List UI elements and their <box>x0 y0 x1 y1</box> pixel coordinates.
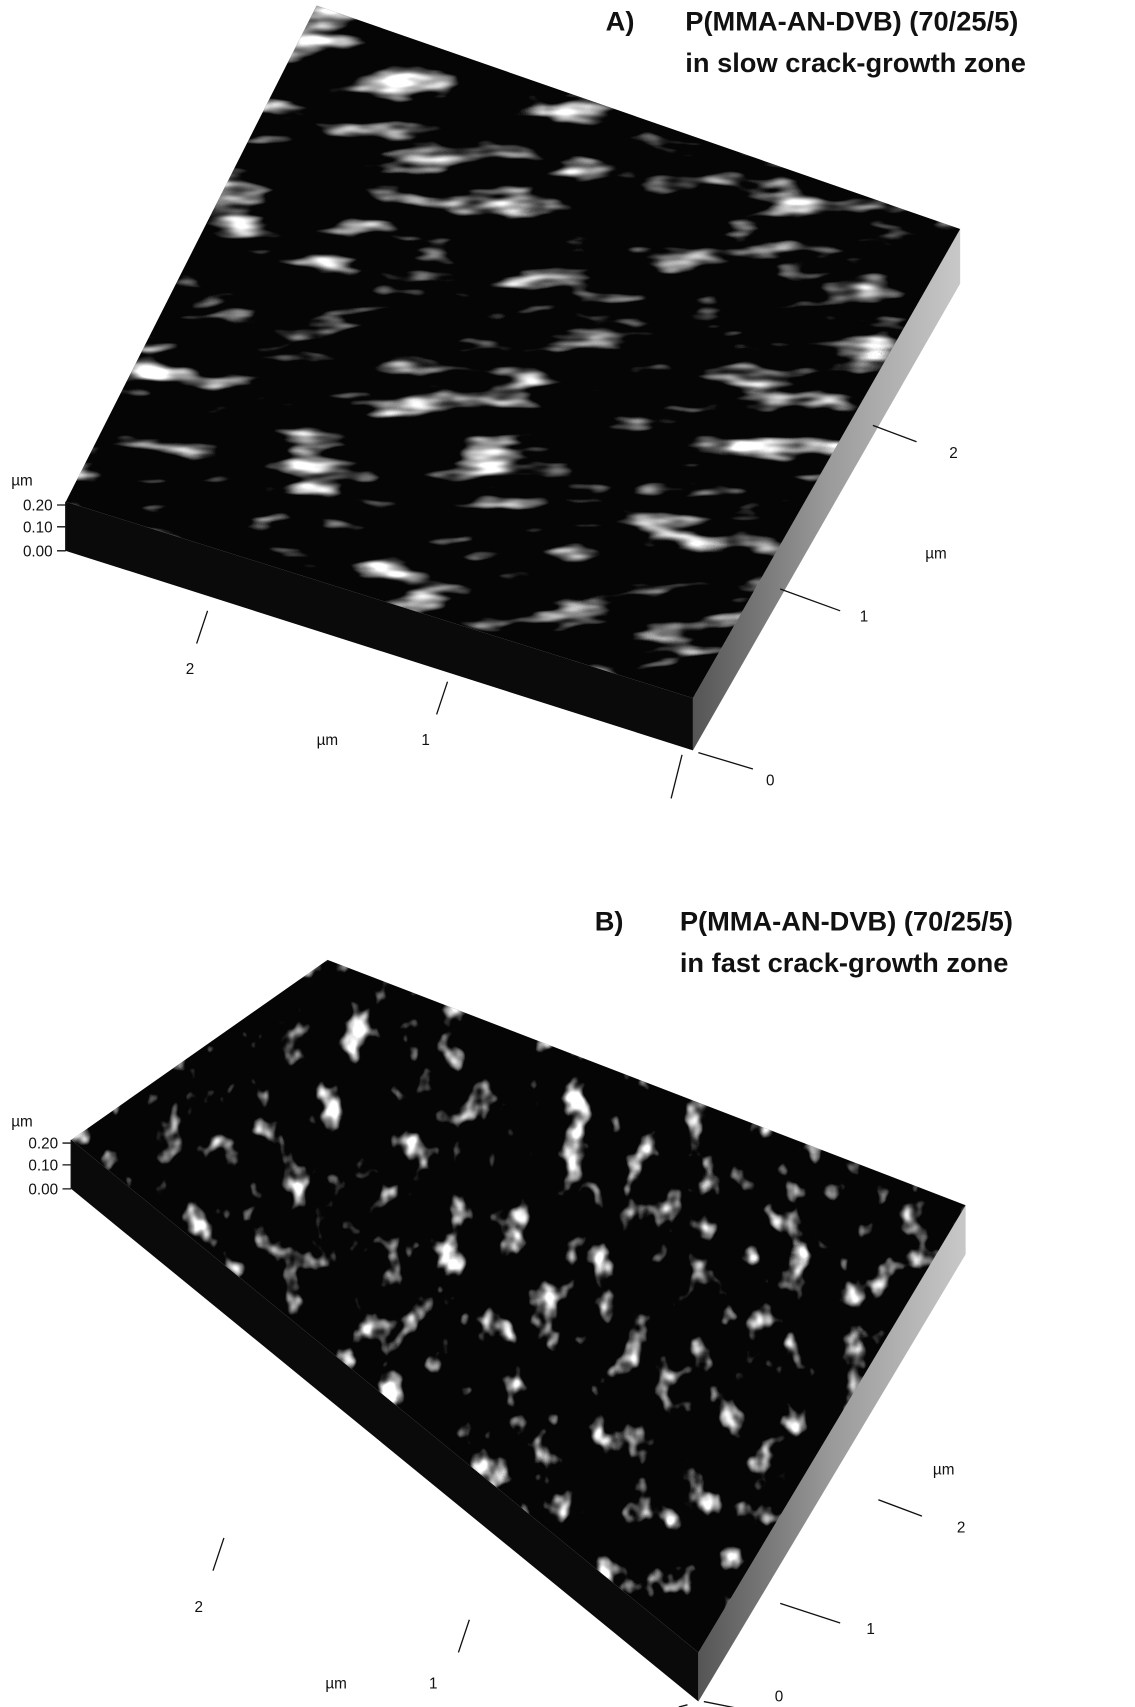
panel-label: B) <box>595 905 624 936</box>
y-tick-label: 1 <box>860 609 869 626</box>
y-unit: µm <box>925 545 947 562</box>
surface-texture <box>66 5 960 698</box>
panel-title: P(MMA-AN-DVB) (70/25/5) <box>680 905 1013 936</box>
x-tick-label: 1 <box>421 732 430 749</box>
panel-title: in fast crack-growth zone <box>680 947 1009 978</box>
panel-label: A) <box>606 6 635 37</box>
z-tick-label: 0.00 <box>28 1181 58 1198</box>
x-unit: µm <box>325 1675 347 1692</box>
panel-b: B) P(MMA-AN-DVB) (70/25/5) in fast crack… <box>11 905 1013 1707</box>
y-tick-label: 0 <box>775 1689 784 1706</box>
z-unit: µm <box>11 1114 33 1131</box>
z-tick-label: 0.20 <box>28 1136 58 1153</box>
y-tick-label: 0 <box>766 772 775 789</box>
z-axis <box>57 502 66 551</box>
page: {"panels": [ {"label": "A)", "title": ["… <box>0 0 1135 1707</box>
y-unit: µm <box>933 1462 955 1479</box>
z-unit: µm <box>11 472 33 489</box>
y-tick-label: 1 <box>866 1621 875 1638</box>
x-tick-label: 1 <box>429 1675 438 1692</box>
z-tick-label: 0.00 <box>23 543 53 560</box>
z-tick-label: 0.10 <box>23 519 53 536</box>
x-unit: µm <box>317 732 339 749</box>
panel-a: A) P(MMA-AN-DVB) (70/25/5) in slow crack… <box>11 5 1026 798</box>
x-tick-label: 2 <box>186 661 195 678</box>
panel-title: P(MMA-AN-DVB) (70/25/5) <box>685 6 1018 37</box>
y-tick-label: 2 <box>949 445 958 462</box>
panel-title: in slow crack-growth zone <box>685 47 1026 78</box>
y-tick-label: 2 <box>957 1519 966 1536</box>
z-tick-label: 0.10 <box>28 1157 58 1174</box>
x-tick-label: 2 <box>194 1599 203 1616</box>
z-tick-label: 0.20 <box>23 497 53 514</box>
z-axis <box>62 1140 71 1189</box>
figure: A) P(MMA-AN-DVB) (70/25/5) in slow crack… <box>0 0 1135 1707</box>
